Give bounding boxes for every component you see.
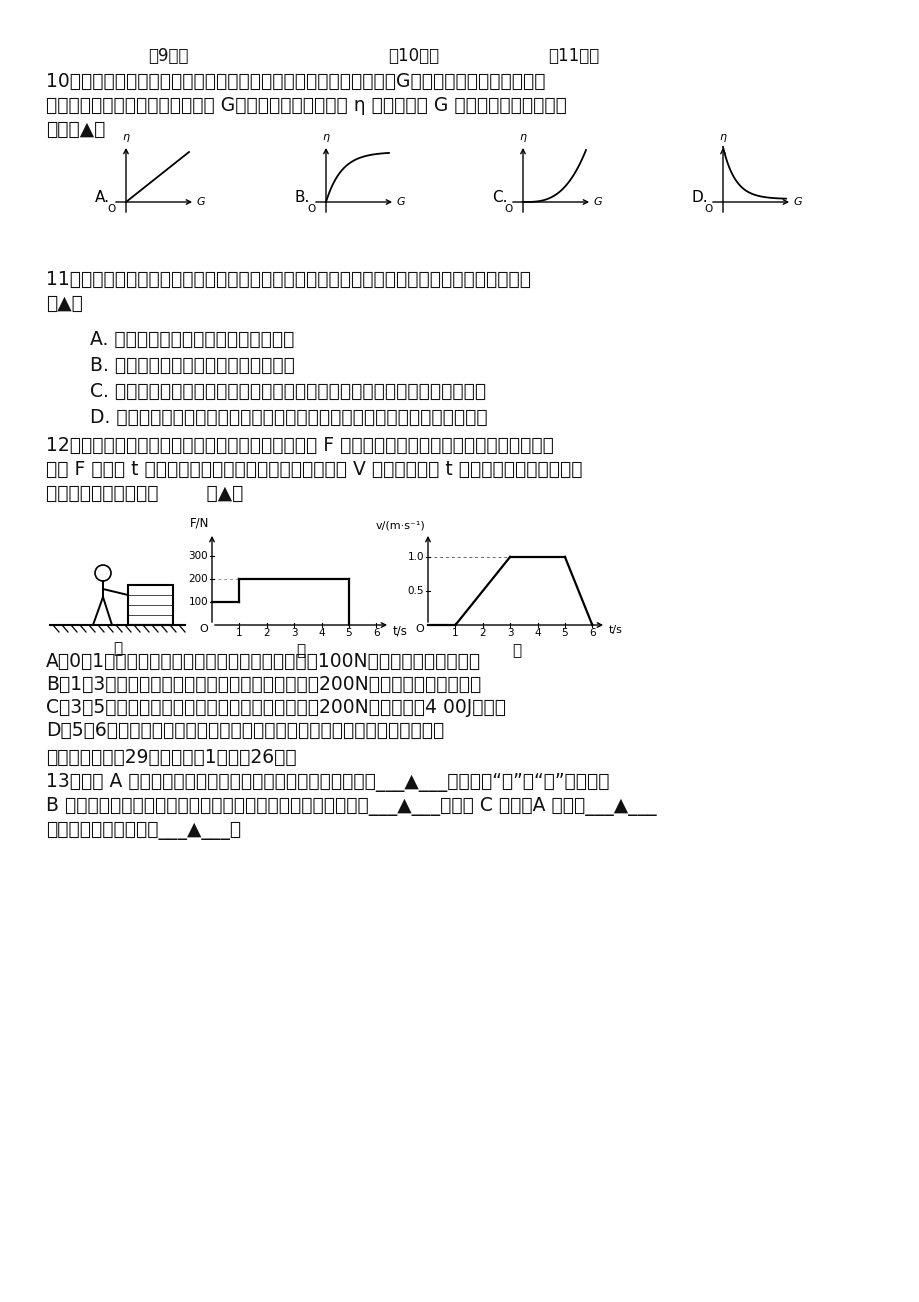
Text: t/s: t/s: [608, 625, 622, 635]
Text: D. 将苹果和梨子的位置对调，若杆顺时针转动就能比较苹果和梨子的质量大小: D. 将苹果和梨子的位置对调，若杆顺时针转动就能比较苹果和梨子的质量大小: [90, 408, 487, 427]
Text: 11、如图所示，小明将梨子和苹果分别放在轻杆的两侧，轻杆顺时针转起来，下列说法正确的是: 11、如图所示，小明将梨子和苹果分别放在轻杆的两侧，轻杆顺时针转起来，下列说法正…: [46, 270, 530, 289]
Text: G: G: [397, 197, 405, 207]
Text: 甲: 甲: [113, 641, 122, 656]
Text: 4: 4: [534, 628, 540, 638]
Text: O: O: [704, 204, 712, 214]
Text: 1.0: 1.0: [407, 552, 424, 562]
Text: A. 可以确定苹果的质量大于梨子的质量: A. 可以确定苹果的质量大于梨子的质量: [90, 329, 294, 349]
Text: C. 将苹果和梨子的位置对调，若杆逆时针转动就能比较苹果和梨子的质量大小: C. 将苹果和梨子的位置对调，若杆逆时针转动就能比较苹果和梨子的质量大小: [90, 381, 485, 401]
Text: 5: 5: [346, 628, 352, 638]
Text: D、5～6秒内，木笱减速运动，受到的摩擦力越来越大，推力不对笱子做功；: D、5～6秒内，木笱减速运动，受到的摩擦力越来越大，推力不对笱子做功；: [46, 721, 444, 740]
Text: O: O: [199, 624, 208, 634]
Text: F/N: F/N: [189, 517, 209, 530]
Text: η: η: [719, 132, 726, 142]
Text: C.: C.: [492, 190, 507, 204]
Text: 推力 F 随时间 t 的变化情况如图乙所示，木块前进的速度 V 的大小随时间 t 的变化情况如图丙所示，: 推力 F 随时间 t 的变化情况如图乙所示，木块前进的速度 V 的大小随时间 t…: [46, 460, 582, 479]
Text: O: O: [505, 204, 513, 214]
Text: O: O: [308, 204, 315, 214]
Text: 4: 4: [318, 628, 324, 638]
Text: 3: 3: [506, 628, 513, 638]
Text: B. 可以确定苹果的质量等于梨子的质量: B. 可以确定苹果的质量等于梨子的质量: [90, 355, 295, 375]
Text: （▲）: （▲）: [46, 294, 83, 312]
Text: 300: 300: [188, 551, 208, 561]
Text: v/(m·s⁻¹): v/(m·s⁻¹): [375, 519, 425, 530]
Text: G: G: [793, 197, 801, 207]
Text: 10、如图所示，用手沿竖直方向匀速拉一个动滑轮，使挂在下面重为G的物体缓慢上升，动滑轮的: 10、如图所示，用手沿竖直方向匀速拉一个动滑轮，使挂在下面重为G的物体缓慢上升，…: [46, 72, 545, 91]
Text: 乙: 乙: [296, 643, 305, 658]
Text: η: η: [323, 132, 329, 142]
Text: 滑轮，它的实质是一个___▲___。: 滑轮，它的实质是一个___▲___。: [46, 822, 241, 840]
Text: 中的（▲）: 中的（▲）: [46, 120, 106, 139]
Text: O: O: [414, 624, 424, 634]
Text: A.: A.: [95, 190, 110, 204]
Text: 第10题图: 第10题图: [388, 47, 438, 65]
Text: 二、填空题（共29小题，每空1分，共26分）: 二、填空题（共29小题，每空1分，共26分）: [46, 749, 296, 767]
Text: 第11题图: 第11题图: [548, 47, 598, 65]
Text: B 所示，工程车上的起重臂就是一个杆杆，使用它的好处是能省___▲___；如图 C 所示，A 装置是___▲___: B 所示，工程车上的起重臂就是一个杆杆，使用它的好处是能省___▲___；如图 …: [46, 797, 656, 816]
Text: B.: B.: [295, 190, 310, 204]
Text: 1: 1: [451, 628, 459, 638]
Text: G: G: [594, 197, 602, 207]
Text: 则下列说法中错误的是        （▲）: 则下列说法中错误的是 （▲）: [46, 484, 244, 503]
Text: 100: 100: [188, 598, 208, 607]
Text: 2: 2: [479, 628, 485, 638]
Text: t/s: t/s: [392, 625, 407, 638]
Bar: [128, 585, 173, 625]
Text: 第9题图: 第9题图: [148, 47, 188, 65]
Text: 3: 3: [290, 628, 297, 638]
Text: 13、如图 A 所示的两种剪刀，正常使用时为了省距离，应使用___▲___剪刀（填“甲”或“乙”）；如图: 13、如图 A 所示的两种剪刀，正常使用时为了省距离，应使用___▲___剪刀（…: [46, 773, 609, 792]
Text: D.: D.: [691, 190, 708, 204]
Text: G: G: [197, 197, 206, 207]
Text: B、1～3秒内，木笱加速运动，受到的摩擦力大小为200N，推力对笱子做了功；: B、1～3秒内，木笱加速运动，受到的摩擦力大小为200N，推力对笱子做了功；: [46, 674, 481, 694]
Text: 0.5: 0.5: [407, 586, 424, 596]
Text: 12、在水平地面上有一长方体木笱，小林用水平推力 F 把木笱向前推动，如图甲所示，此过程中，: 12、在水平地面上有一长方体木笱，小林用水平推力 F 把木笱向前推动，如图甲所示…: [46, 436, 553, 454]
Text: 6: 6: [372, 628, 380, 638]
Text: 6: 6: [588, 628, 595, 638]
Text: 2: 2: [263, 628, 270, 638]
Text: 5: 5: [561, 628, 568, 638]
Text: 丙: 丙: [512, 643, 521, 658]
Text: 200: 200: [188, 574, 208, 585]
Text: C、3～5秒内，木笱匀速运动，受到的摩擦力大小为200N，推力做了4 00J的功；: C、3～5秒内，木笱匀速运动，受到的摩擦力大小为200N，推力做了4 00J的功…: [46, 698, 505, 717]
Text: η: η: [519, 132, 526, 142]
Text: 1: 1: [236, 628, 243, 638]
Text: 重力不可忽略，现改变物体的重力 G，则动滑轮的机械效率 η 与物体重力 G 的关系可能符合下列图: 重力不可忽略，现改变物体的重力 G，则动滑轮的机械效率 η 与物体重力 G 的关…: [46, 96, 566, 115]
Text: O: O: [108, 204, 116, 214]
Text: η: η: [122, 132, 130, 142]
Text: A、0～1秒内，木笱静止不动，受到的摩擦力大小为100N，推力不对笱子做功；: A、0～1秒内，木笱静止不动，受到的摩擦力大小为100N，推力不对笱子做功；: [46, 652, 481, 671]
